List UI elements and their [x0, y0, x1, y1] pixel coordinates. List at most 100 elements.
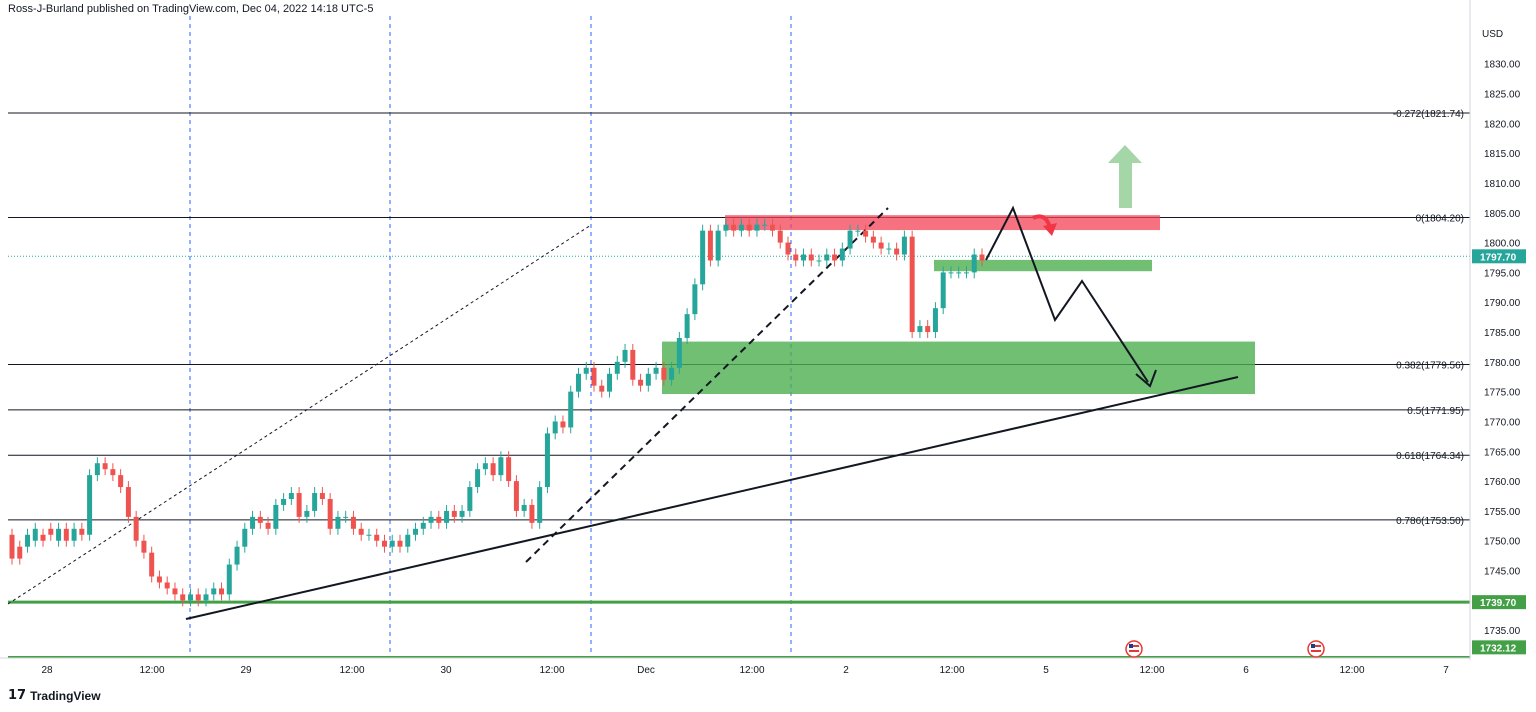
candle-body	[785, 242, 791, 255]
candles	[9, 218, 985, 607]
flag-stripe	[1311, 650, 1321, 652]
price-tick-label: 1795.00	[1484, 268, 1521, 279]
candle-body	[707, 230, 713, 261]
candle-body	[591, 367, 597, 386]
candle-body	[754, 224, 760, 231]
candle-body	[948, 272, 954, 274]
price-tick-label: 1760.00	[1484, 477, 1521, 488]
candle-body	[125, 487, 131, 517]
candle-body	[141, 540, 147, 553]
publisher-header: Ross-J-Burland published on TradingView.…	[8, 3, 374, 15]
candle-body	[475, 469, 481, 488]
price-tick-label: 1815.00	[1484, 149, 1521, 160]
price-badge-label: 1797.70	[1480, 252, 1517, 263]
rising-trend-line	[185, 376, 1239, 620]
candle-body	[661, 367, 667, 380]
candle-body	[692, 284, 698, 315]
curved-arrow-head-icon	[1043, 223, 1057, 236]
candle-body	[529, 504, 535, 523]
candle-body	[801, 254, 807, 261]
candle-body	[498, 457, 504, 476]
price-tick-label: 1805.00	[1484, 209, 1521, 220]
candle-body	[746, 224, 752, 231]
price-tick-label: 1745.00	[1484, 567, 1521, 578]
candle-body	[226, 564, 232, 595]
candle-body	[731, 224, 737, 231]
candle-body	[288, 493, 294, 499]
candle-body	[513, 481, 519, 511]
candle-body	[909, 236, 915, 333]
time-tick-label: 12:00	[139, 665, 164, 676]
candle-body	[459, 510, 465, 517]
tradingview-branding[interactable]: 𝟭𝟳 TradingView	[8, 688, 101, 703]
candle-body	[451, 510, 457, 517]
trend-lines	[7, 207, 1239, 620]
candle-body	[808, 254, 814, 261]
candle-body	[521, 504, 527, 511]
candle-body	[855, 230, 861, 232]
candle-body	[847, 230, 853, 249]
candle-body	[816, 260, 822, 262]
up-arrow-icon	[1108, 145, 1142, 208]
candle-body	[599, 385, 605, 392]
candle-body	[102, 463, 108, 470]
candle-body	[265, 522, 271, 529]
candle-body	[537, 487, 543, 523]
candle-body	[932, 308, 938, 333]
price-axis[interactable]: USD1735.001740.001745.001750.001755.0017…	[1469, 0, 1526, 660]
candle-body	[250, 516, 256, 529]
time-tick-label: Dec	[637, 665, 655, 676]
price-tick-label: 1785.00	[1484, 328, 1521, 339]
candle-body	[366, 534, 372, 536]
candle-body	[638, 379, 644, 386]
candle-body	[32, 528, 38, 541]
candle-body	[669, 367, 675, 380]
time-tick-label: 12:00	[1339, 665, 1364, 676]
price-tick-label: 1790.00	[1484, 298, 1521, 309]
candle-body	[894, 248, 900, 255]
candle-body	[420, 522, 426, 529]
candle-body	[350, 516, 356, 529]
candle-body	[560, 421, 566, 428]
candle-body	[506, 457, 512, 482]
candle-body	[777, 230, 783, 243]
time-axis[interactable]: 28 12:00 29 12:00 30 12:00 Dec 12:00 2 12:00 5 12:0…	[0, 640, 1470, 676]
candle-body	[568, 391, 574, 428]
projected-price-path	[985, 205, 1149, 383]
candle-body	[273, 504, 279, 529]
price-tick-label: 1770.00	[1484, 417, 1521, 428]
price-tick-label: 1765.00	[1484, 447, 1521, 458]
candle-body	[110, 469, 116, 476]
candle-body	[187, 594, 193, 601]
time-tick-label: 12:00	[939, 665, 964, 676]
candle-body	[878, 242, 884, 249]
dotted-trend-line	[7, 224, 592, 605]
candle-body	[304, 510, 310, 517]
candle-body	[979, 254, 985, 261]
candle-body	[164, 582, 170, 589]
tradingview-logo-icon: 𝟭𝟳	[8, 688, 27, 703]
candle-body	[413, 528, 419, 535]
candle-body	[156, 576, 162, 583]
price-badge	[1472, 640, 1526, 655]
brand-text: TradingView	[30, 688, 101, 703]
fib-level-label: 0(1804.20)	[1416, 214, 1464, 225]
fib-level-label: -0.272(1821.74)	[1393, 109, 1464, 120]
flag-stripe	[1311, 645, 1321, 647]
support-zone	[934, 259, 1152, 272]
candle-body	[172, 588, 178, 595]
time-tick-label: 2	[843, 665, 849, 676]
fib-level-label: 0.382(1779.56)	[1396, 360, 1464, 371]
candle-body	[583, 367, 589, 374]
candle-body	[211, 588, 217, 595]
candle-body	[963, 272, 969, 274]
candle-body	[653, 367, 659, 374]
fib-level-label: 0.5(1771.95)	[1407, 406, 1464, 417]
time-tick-label: 12:00	[739, 665, 764, 676]
time-tick-label: 12:00	[539, 665, 564, 676]
candle-body	[575, 373, 581, 392]
candle-body	[87, 475, 93, 535]
flag-stripe	[1129, 650, 1139, 652]
candle-body	[684, 314, 690, 338]
